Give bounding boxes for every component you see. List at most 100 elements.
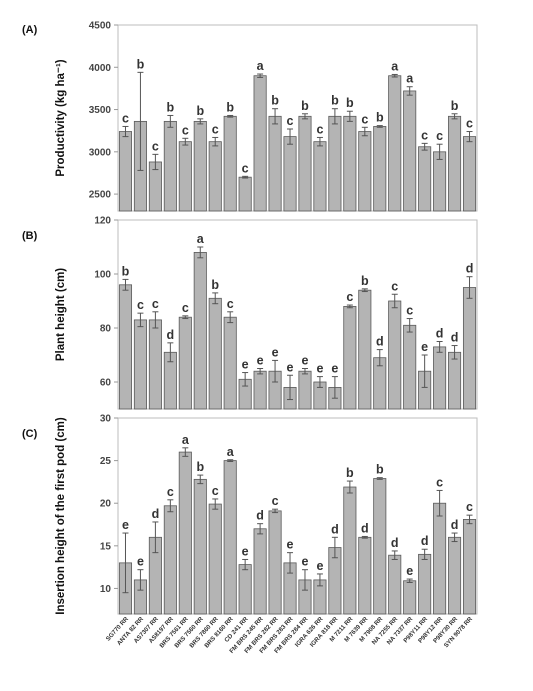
bar	[253, 75, 267, 212]
significance-letter: b	[196, 104, 204, 118]
bar	[253, 370, 267, 410]
bar	[208, 297, 222, 410]
bar	[298, 115, 312, 212]
significance-letter: e	[257, 354, 264, 368]
bar	[433, 151, 447, 212]
significance-letter: d	[451, 518, 459, 532]
significance-letter: c	[182, 123, 189, 137]
bar	[118, 284, 133, 410]
significance-letter: c	[287, 114, 294, 128]
significance-letter: c	[421, 128, 428, 142]
significance-letter: d	[376, 335, 384, 349]
significance-letter: e	[302, 354, 309, 368]
significance-letter: c	[227, 297, 234, 311]
significance-letter: d	[421, 534, 429, 548]
significance-letter: b	[122, 264, 130, 278]
panel-letter: (B)	[22, 230, 38, 242]
significance-letter: c	[182, 301, 189, 315]
bar	[388, 300, 402, 410]
significance-letter: a	[257, 59, 265, 73]
bar	[328, 115, 342, 212]
bar	[462, 519, 477, 615]
bar	[358, 536, 372, 615]
bar	[418, 146, 432, 212]
significance-letter: e	[406, 564, 413, 578]
bar	[118, 131, 133, 212]
significance-letter: c	[346, 290, 353, 304]
significance-letter: e	[287, 360, 294, 374]
panel-c: (C) 10 15 20 25 30 Insertion height of the fir…	[22, 414, 478, 615]
y-axis-label: Productivity (kg ha⁻¹)	[55, 59, 67, 176]
bar	[298, 370, 312, 410]
significance-letter: a	[182, 433, 190, 447]
panel-letter: (A)	[22, 24, 38, 36]
significance-letter: c	[212, 484, 219, 498]
plot-frame	[117, 24, 478, 212]
bar	[418, 553, 432, 615]
significance-letter: c	[122, 111, 129, 125]
bar	[163, 120, 177, 212]
bar	[223, 316, 237, 410]
bar	[253, 528, 267, 615]
significance-letter: d	[167, 328, 175, 342]
y-tick-label: 4000	[89, 63, 112, 74]
significance-letter: b	[196, 460, 204, 474]
significance-letter: c	[436, 475, 443, 489]
bar	[208, 141, 222, 212]
significance-letter: e	[122, 518, 129, 532]
bar	[373, 126, 387, 212]
significance-letter: e	[242, 544, 249, 558]
bar	[148, 319, 162, 410]
significance-letter: d	[436, 327, 444, 341]
y-axis-label: Plant height (cm)	[55, 268, 67, 361]
bar	[268, 115, 282, 212]
bar	[448, 351, 462, 410]
significance-letter: d	[152, 507, 160, 521]
significance-letter: b	[346, 466, 354, 480]
bar	[462, 136, 477, 212]
bar	[178, 451, 192, 615]
y-tick-label: 120	[94, 216, 111, 227]
bar	[178, 316, 192, 410]
bar	[193, 478, 207, 615]
significance-letter: c	[466, 500, 473, 514]
bar	[283, 136, 297, 212]
bar	[178, 141, 192, 212]
y-tick-label: 3000	[89, 147, 112, 158]
plot-frame	[117, 417, 478, 615]
y-tick-label: 100	[94, 270, 111, 281]
significance-letter: d	[256, 509, 264, 523]
significance-letter: a	[391, 59, 399, 73]
significance-letter: e	[287, 538, 294, 552]
significance-letter: b	[211, 278, 219, 292]
significance-letter: e	[316, 362, 323, 376]
significance-letter: b	[137, 57, 145, 71]
significance-letter: b	[346, 96, 354, 110]
bar	[268, 510, 282, 615]
bar	[388, 75, 402, 212]
bar	[462, 287, 477, 410]
significance-letter: c	[361, 112, 368, 126]
bar	[388, 554, 402, 615]
significance-letter: d	[451, 331, 459, 345]
bar	[313, 141, 327, 212]
bar	[223, 460, 237, 615]
significance-letter: b	[376, 463, 384, 477]
bar	[193, 120, 207, 212]
significance-letter: b	[226, 100, 234, 114]
y-tick-label: 10	[100, 584, 112, 595]
significance-letter: e	[316, 559, 323, 573]
significance-letter: a	[227, 445, 235, 459]
bar	[433, 346, 447, 410]
y-tick-label: 25	[100, 456, 112, 467]
significance-letter: c	[272, 494, 279, 508]
y-tick-label: 80	[100, 324, 112, 335]
significance-letter: e	[242, 358, 249, 372]
significance-letter: b	[361, 274, 369, 288]
plot-frame	[117, 219, 478, 410]
significance-letter: b	[167, 100, 175, 114]
bar	[373, 478, 387, 615]
y-tick-label: 15	[100, 541, 112, 552]
y-tick-label: 20	[100, 499, 112, 510]
